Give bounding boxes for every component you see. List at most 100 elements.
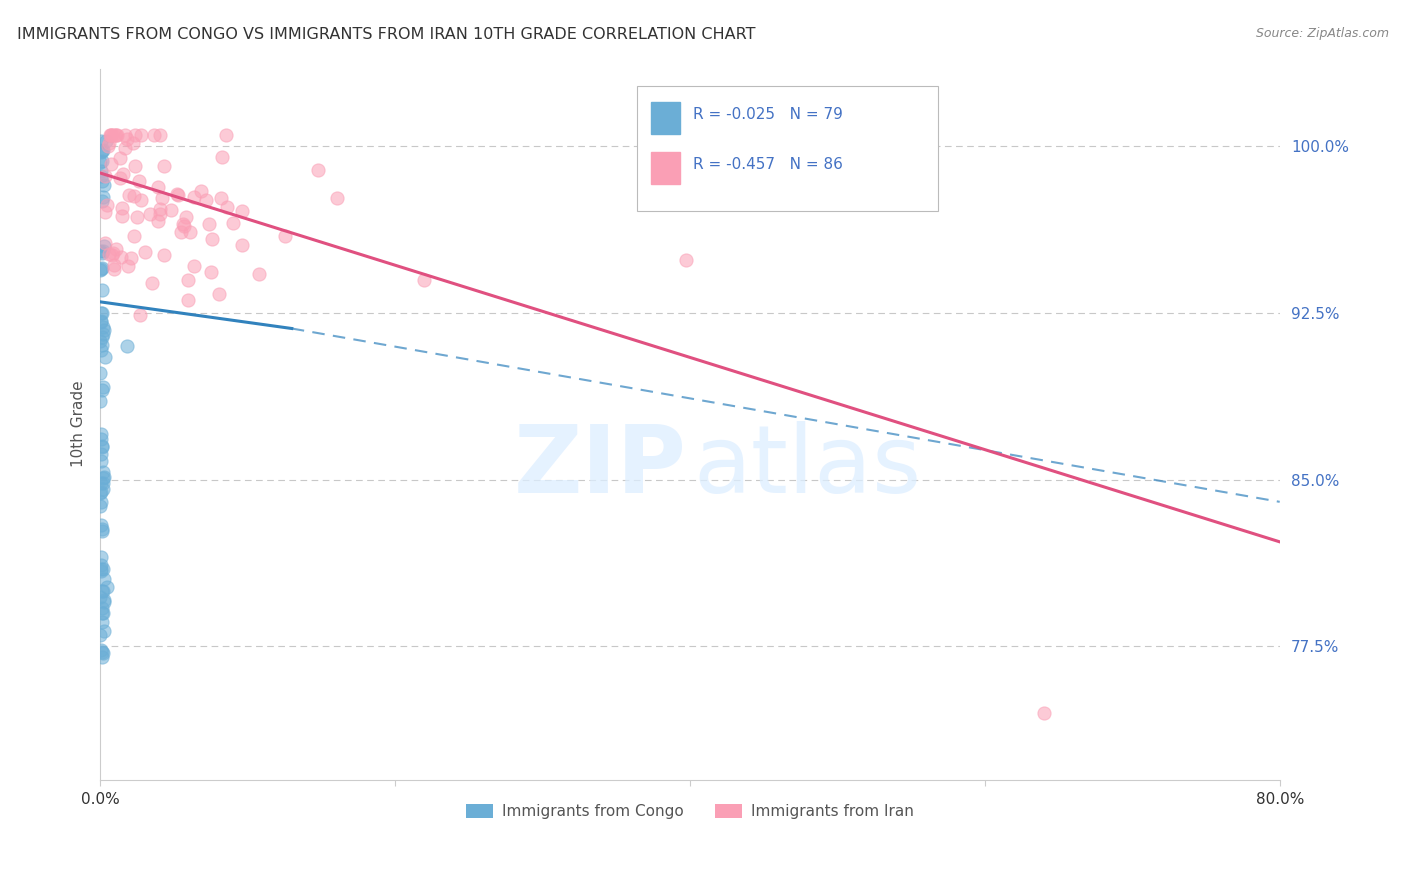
Point — [195, 193, 218, 207]
Point — [100, 128, 122, 143]
Text: Source: ZipAtlas.com: Source: ZipAtlas.com — [1256, 27, 1389, 40]
Point — [101, 245, 124, 260]
Point — [247, 268, 270, 282]
Point — [89, 262, 111, 277]
Point — [149, 207, 172, 221]
Point — [231, 238, 253, 252]
Point — [93, 573, 115, 587]
Point — [89, 334, 111, 349]
Point — [91, 606, 114, 620]
Point — [93, 169, 115, 183]
Point — [208, 287, 231, 301]
Point — [90, 446, 112, 460]
Point — [307, 163, 329, 178]
Point — [110, 171, 132, 186]
Point — [91, 482, 114, 496]
Point — [91, 471, 114, 485]
Point — [98, 247, 121, 261]
Point — [90, 562, 112, 576]
Point — [96, 197, 118, 211]
Point — [90, 383, 112, 397]
Point — [91, 646, 114, 660]
Point — [91, 465, 114, 479]
Point — [90, 494, 112, 508]
Point — [91, 327, 114, 342]
Point — [326, 191, 349, 205]
Point — [90, 439, 112, 453]
Point — [124, 229, 146, 244]
Point — [90, 135, 112, 149]
Point — [93, 244, 115, 259]
Point — [91, 174, 114, 188]
Point — [153, 248, 176, 262]
Point — [93, 624, 115, 638]
Point — [89, 244, 111, 258]
Text: ZIP: ZIP — [513, 421, 686, 513]
Point — [93, 593, 115, 607]
Point — [89, 367, 111, 381]
Point — [128, 174, 150, 188]
Point — [90, 432, 112, 446]
Point — [153, 159, 176, 173]
Point — [413, 273, 436, 287]
Point — [211, 150, 233, 164]
Point — [93, 239, 115, 253]
Point — [91, 440, 114, 454]
Point — [90, 454, 112, 468]
Point — [90, 343, 112, 358]
Point — [198, 218, 221, 232]
Point — [166, 186, 188, 201]
Point — [148, 179, 170, 194]
Point — [122, 136, 145, 150]
Point — [91, 650, 114, 665]
Point — [101, 128, 124, 143]
Point — [117, 132, 139, 146]
Point — [91, 606, 114, 620]
Point — [142, 128, 165, 143]
Point — [90, 262, 112, 277]
Point — [93, 178, 115, 192]
Point — [90, 550, 112, 565]
FancyBboxPatch shape — [637, 87, 938, 211]
Point — [675, 253, 697, 268]
Point — [105, 128, 128, 143]
Point — [124, 128, 146, 143]
Point — [111, 201, 134, 215]
Point — [90, 583, 112, 598]
Point — [201, 231, 224, 245]
Point — [103, 262, 125, 277]
Legend: Immigrants from Congo, Immigrants from Iran: Immigrants from Congo, Immigrants from I… — [460, 797, 921, 825]
Point — [90, 517, 112, 532]
Point — [90, 194, 112, 209]
Point — [149, 128, 172, 143]
Point — [90, 426, 112, 441]
Point — [170, 225, 193, 239]
Point — [100, 157, 122, 171]
Point — [89, 394, 111, 409]
Text: IMMIGRANTS FROM CONGO VS IMMIGRANTS FROM IRAN 10TH GRADE CORRELATION CHART: IMMIGRANTS FROM CONGO VS IMMIGRANTS FROM… — [17, 27, 755, 42]
Point — [215, 128, 238, 143]
Point — [93, 236, 115, 251]
Point — [90, 338, 112, 352]
Point — [115, 339, 138, 353]
Point — [91, 561, 114, 575]
Point — [91, 260, 114, 275]
Point — [90, 315, 112, 329]
Point — [148, 202, 170, 217]
Point — [100, 248, 122, 262]
Point — [93, 323, 115, 337]
Point — [114, 128, 136, 143]
Point — [91, 145, 114, 159]
Point — [89, 485, 111, 500]
Point — [108, 151, 131, 165]
Point — [93, 470, 115, 484]
Point — [90, 522, 112, 536]
Point — [1032, 706, 1054, 720]
Point — [215, 200, 238, 214]
Point — [97, 136, 120, 150]
Point — [176, 210, 198, 224]
Point — [96, 580, 118, 594]
Point — [183, 189, 205, 203]
Point — [177, 273, 200, 287]
Point — [104, 128, 127, 143]
